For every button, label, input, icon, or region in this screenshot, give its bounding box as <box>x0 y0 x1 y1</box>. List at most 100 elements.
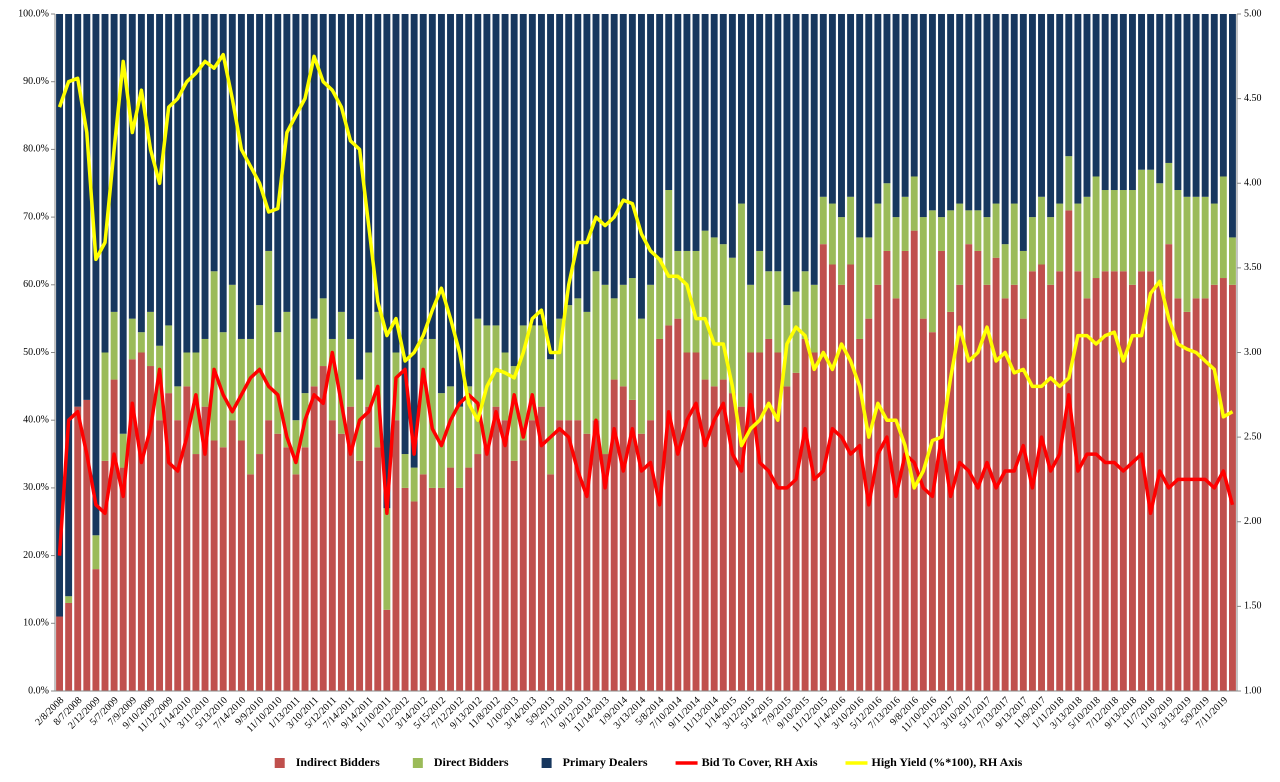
bar-segment <box>183 386 191 691</box>
bar-segment <box>747 352 755 691</box>
bar-segment <box>1056 14 1064 204</box>
y2-tick-label: 2.00 <box>1244 516 1262 527</box>
bar-segment <box>1092 278 1100 691</box>
bar-segment <box>1156 284 1164 691</box>
bar-segment <box>365 406 373 691</box>
bar-segment <box>1001 244 1009 299</box>
bar-segment <box>83 14 91 400</box>
bar-segment <box>328 420 336 691</box>
bar-segment <box>965 14 973 211</box>
bar-segment <box>956 284 964 691</box>
bar-segment <box>601 284 609 455</box>
bar-segment <box>992 203 1000 258</box>
bar-segment <box>1038 14 1045 197</box>
bar-segment <box>528 420 536 691</box>
bar-segment <box>556 420 564 691</box>
bar-segment <box>465 14 473 387</box>
bar-segment <box>938 250 945 691</box>
bar-segment <box>210 271 218 441</box>
bar-segment <box>865 14 873 238</box>
bar-segment <box>410 501 418 691</box>
bar-segment <box>337 311 345 434</box>
bar-segment <box>574 420 582 691</box>
bar-segment <box>819 196 827 245</box>
bar-segment <box>1092 176 1100 279</box>
bar-segment <box>656 257 664 339</box>
bar-segment <box>574 14 582 299</box>
bar-segment <box>247 338 254 475</box>
bar-segment <box>237 338 245 441</box>
bar-segment <box>292 474 300 691</box>
bar-segment <box>256 305 264 455</box>
y2-tick-label: 3.50 <box>1244 262 1262 273</box>
bar-segment <box>383 14 391 509</box>
bar-segment <box>383 609 391 691</box>
bar-segment <box>637 14 645 319</box>
y2-tick-label: 1.50 <box>1244 601 1262 612</box>
legend-label: High Yield (%*100), RH Axis <box>871 755 1022 769</box>
y-tick-label: 40.0% <box>23 414 49 425</box>
bar-segment <box>738 203 745 407</box>
bar-segment <box>828 264 836 691</box>
bar-segment <box>501 420 509 691</box>
bar-segment <box>1138 169 1145 272</box>
bar-segment <box>1047 284 1055 691</box>
bar-segment <box>1228 237 1236 285</box>
bar-segment <box>1110 14 1118 191</box>
bar-segment <box>710 386 718 691</box>
bar-segment <box>856 237 864 339</box>
bar-segment <box>1001 298 1009 691</box>
bar-segment <box>1147 14 1155 170</box>
bar-segment <box>801 14 809 272</box>
bar-segment <box>1065 14 1073 157</box>
bar-segment <box>892 14 900 218</box>
bar-segment <box>274 14 282 333</box>
bar-segment <box>628 399 636 691</box>
bar-segment <box>1192 196 1200 299</box>
bar-segment <box>492 325 500 407</box>
bar-segment <box>1065 156 1073 211</box>
bar-segment <box>674 250 682 319</box>
bar-segment <box>428 487 436 691</box>
bar-segment <box>101 352 109 461</box>
bar-segment <box>647 284 655 421</box>
bar-segment <box>310 318 318 387</box>
bar-segment <box>1147 169 1155 272</box>
bar-segment <box>465 386 473 468</box>
bar-segment <box>1210 14 1218 204</box>
bar-segment <box>328 14 336 339</box>
bar-segment <box>574 298 582 421</box>
bar-segment <box>565 420 573 691</box>
bar-segment <box>292 14 300 421</box>
bar-segment <box>528 325 536 421</box>
bar-segment <box>247 14 254 339</box>
bar-segment <box>701 230 709 380</box>
bar-segment <box>674 318 682 691</box>
bar-segment <box>383 508 391 610</box>
bar-segment <box>92 14 100 536</box>
y2-tick-label: 3.00 <box>1244 347 1262 358</box>
bar-segment <box>483 447 491 691</box>
bar-segment <box>201 406 209 691</box>
bar-segment <box>647 420 655 691</box>
bar-segment <box>756 352 764 691</box>
bar-segment <box>856 338 864 691</box>
bar-segment <box>65 14 73 597</box>
bar-segment <box>201 14 209 339</box>
bar-segment <box>147 366 154 691</box>
y-tick-label: 0.0% <box>28 685 49 696</box>
bar-segment <box>510 460 518 691</box>
bar-segment <box>374 311 382 448</box>
bar-segment <box>265 420 273 691</box>
bar-segment <box>583 14 591 312</box>
bar-segment <box>992 14 1000 204</box>
bar-segment <box>1028 217 1036 272</box>
bar-segment <box>1047 217 1055 285</box>
bar-segment <box>1074 14 1082 204</box>
bar-segment <box>474 14 482 319</box>
bar-segment <box>1219 278 1227 691</box>
bar-segment <box>356 460 364 691</box>
bar-segment <box>1174 14 1182 191</box>
bar-segment <box>156 420 164 691</box>
bar-segment <box>528 14 536 326</box>
